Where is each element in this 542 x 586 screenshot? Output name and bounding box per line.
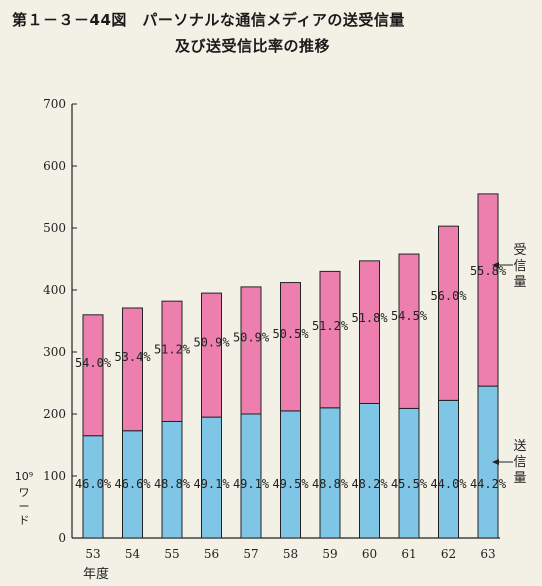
- receive-percent-label: 54.0%: [75, 356, 112, 370]
- send-percent-label: 49.1%: [233, 477, 270, 491]
- send-series-label-char: 送: [513, 439, 526, 454]
- bar-receive: [240, 286, 262, 415]
- bar-send: [280, 410, 301, 539]
- bar-receive: [477, 193, 499, 387]
- bar-receive: [161, 300, 183, 422]
- receive-percent-label: 51.2%: [154, 342, 191, 356]
- bars: [82, 193, 499, 539]
- y-tick-label: 100: [43, 469, 66, 483]
- bar-send: [438, 399, 459, 539]
- bar-send: [240, 413, 262, 539]
- send-percent-label: 48.2%: [351, 477, 388, 491]
- chart-title-line1: 第１－３－44図 パーソナルな通信メディアの送受信量: [12, 11, 405, 29]
- bar-receive: [82, 314, 104, 437]
- y-axis-label: ワード: [19, 486, 30, 527]
- y-tick-label: 700: [43, 97, 66, 111]
- bar-receive: [438, 225, 459, 401]
- labels: 53 46.0% 54.0% 54 46.6% 53.4% 55 48.8% 51.2% 56 49…: [75, 243, 527, 561]
- send-series-label: 送信量: [513, 439, 526, 486]
- y-tick-label: 200: [43, 407, 66, 421]
- bar-send: [398, 407, 420, 539]
- x-tick-label: 54: [125, 547, 141, 561]
- receive-percent-label: 53.4%: [114, 350, 151, 364]
- receive-percent-label: 54.5%: [391, 309, 428, 323]
- send-series-label-arrow-head: [492, 459, 499, 465]
- x-tick-label: 58: [283, 547, 298, 561]
- y-axis-label-char: ド: [19, 514, 30, 527]
- y-tick-label: 600: [43, 159, 66, 173]
- y-axis-label-char: ワ: [19, 486, 30, 499]
- x-axis-label: 年度: [83, 566, 109, 582]
- x-tick-label: 60: [362, 547, 377, 561]
- bar-receive: [201, 292, 222, 418]
- send-series-label-char: 量: [513, 471, 526, 486]
- y-tick-label: 400: [43, 283, 66, 297]
- receive-series-label: 受信量: [513, 243, 526, 290]
- y-tick-label: 0: [58, 531, 66, 545]
- x-tick-label: 53: [85, 547, 100, 561]
- x-tick-label: 63: [480, 547, 495, 561]
- receive-percent-label: 51.8%: [351, 311, 388, 325]
- send-percent-label: 46.6%: [114, 477, 151, 491]
- x-tick-label: 61: [401, 547, 416, 561]
- receive-series-label-char: 量: [513, 275, 526, 290]
- x-tick-label: 56: [204, 547, 219, 561]
- send-percent-label: 48.8%: [312, 477, 349, 491]
- bar-receive: [122, 307, 143, 432]
- bar-receive: [280, 282, 301, 412]
- bar-receive: [359, 260, 380, 404]
- receive-percent-label: 50.9%: [233, 331, 270, 345]
- send-series-label-char: 信: [513, 455, 526, 470]
- send-percent-label: 49.1%: [193, 477, 230, 491]
- send-percent-label: 46.0%: [75, 477, 112, 491]
- send-percent-label: 44.0%: [430, 477, 467, 491]
- send-percent-label: 49.5%: [272, 477, 309, 491]
- bar-send: [319, 407, 341, 539]
- send-percent-label: 45.5%: [391, 477, 428, 491]
- receive-percent-label: 56.0%: [430, 289, 467, 303]
- chart-title-line2: 及び送受信比率の推移: [175, 37, 331, 55]
- x-tick-label: 57: [243, 547, 258, 561]
- receive-series-label-char: 信: [513, 259, 526, 274]
- bar-send: [359, 402, 380, 539]
- send-percent-label: 48.8%: [154, 477, 191, 491]
- y-axis-label-char: ー: [19, 500, 30, 513]
- y-tick-label: 300: [43, 345, 66, 359]
- x-tick-label: 55: [164, 547, 179, 561]
- bar-receive: [319, 270, 341, 409]
- x-tick-label: 59: [322, 547, 337, 561]
- x-tick-label: 62: [441, 547, 456, 561]
- bar-receive: [398, 253, 420, 409]
- receive-percent-label: 50.5%: [272, 327, 309, 341]
- y-tick-label: 500: [43, 221, 66, 235]
- receive-series-label-char: 受: [513, 243, 526, 258]
- receive-percent-label: 55.8%: [470, 264, 507, 278]
- y-axis-unit: 10⁹: [15, 470, 33, 483]
- receive-series-label-arrow-head: [492, 262, 499, 268]
- receive-percent-label: 51.2%: [312, 319, 349, 333]
- send-percent-label: 44.2%: [470, 477, 507, 491]
- receive-percent-label: 50.9%: [193, 336, 230, 350]
